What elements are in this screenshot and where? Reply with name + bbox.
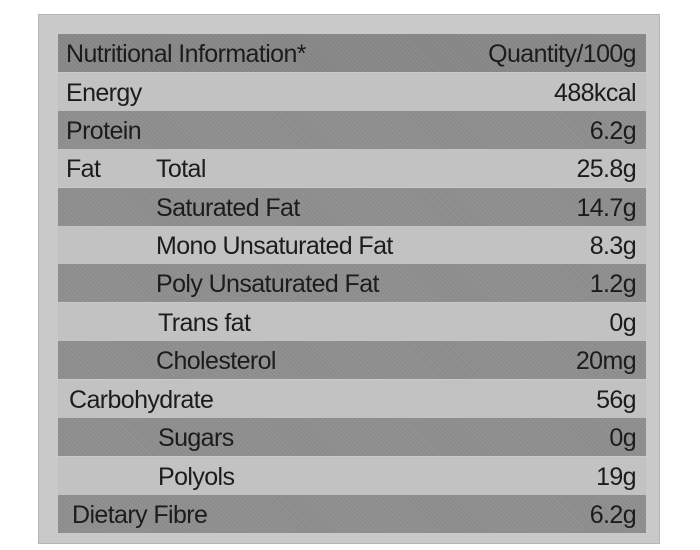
- table-row-carbohydrate: Carbohydrate 56g: [58, 380, 646, 418]
- header-label: Nutritional Information*: [66, 40, 306, 68]
- table-row-dietary-fibre: Dietary Fibre 6.2g: [58, 495, 646, 533]
- table-row-mono-unsaturated-fat: Mono Unsaturated Fat 8.3g: [58, 226, 646, 264]
- row-value: 6.2g: [589, 501, 637, 529]
- table-header-row: Nutritional Information* Quantity/100g: [58, 34, 646, 72]
- row-sublabel: Cholesterol: [156, 347, 276, 375]
- row-value: 488kcal: [554, 79, 637, 107]
- row-value: 25.8g: [576, 155, 636, 183]
- table-row-trans-fat: Trans fat 0g: [58, 303, 646, 341]
- table-row-sugars: Sugars 0g: [58, 418, 646, 456]
- row-sublabel: Mono Unsaturated Fat: [156, 232, 393, 260]
- nutrition-table: Nutritional Information* Quantity/100g E…: [58, 34, 646, 540]
- row-sublabel: Polyols: [158, 463, 235, 491]
- row-value: 6.2g: [589, 117, 637, 145]
- row-value: 0g: [609, 309, 636, 337]
- row-label: Carbohydrate: [69, 386, 214, 414]
- row-value: 14.7g: [576, 194, 636, 222]
- row-value: 1.2g: [589, 270, 637, 298]
- table-row-polyols: Polyols 19g: [58, 457, 646, 495]
- table-row-poly-unsaturated-fat: Poly Unsaturated Fat 1.2g: [58, 264, 646, 302]
- row-value: 20mg: [575, 347, 637, 375]
- table-row-cholesterol: Cholesterol 20mg: [58, 341, 646, 379]
- row-sublabel: Poly Unsaturated Fat: [156, 270, 379, 298]
- row-value: 19g: [596, 463, 637, 491]
- row-sublabel: Total: [156, 155, 206, 183]
- row-label: Protein: [66, 117, 142, 145]
- row-sublabel: Saturated Fat: [156, 194, 300, 222]
- table-row-energy: Energy 488kcal: [58, 73, 646, 111]
- row-value: 56g: [596, 386, 637, 414]
- row-label: Dietary Fibre: [72, 501, 208, 529]
- table-row-fat-total: Fat Total 25.8g: [58, 149, 646, 187]
- table-row-saturated-fat: Saturated Fat 14.7g: [58, 188, 646, 226]
- header-quantity: Quantity/100g: [488, 40, 636, 68]
- row-sublabel: Trans fat: [158, 309, 251, 337]
- row-label: Fat: [66, 155, 101, 183]
- row-label: Energy: [66, 79, 142, 107]
- row-sublabel: Sugars: [158, 424, 234, 452]
- row-value: 0g: [609, 424, 636, 452]
- table-row-protein: Protein 6.2g: [58, 111, 646, 149]
- row-value: 8.3g: [589, 232, 637, 260]
